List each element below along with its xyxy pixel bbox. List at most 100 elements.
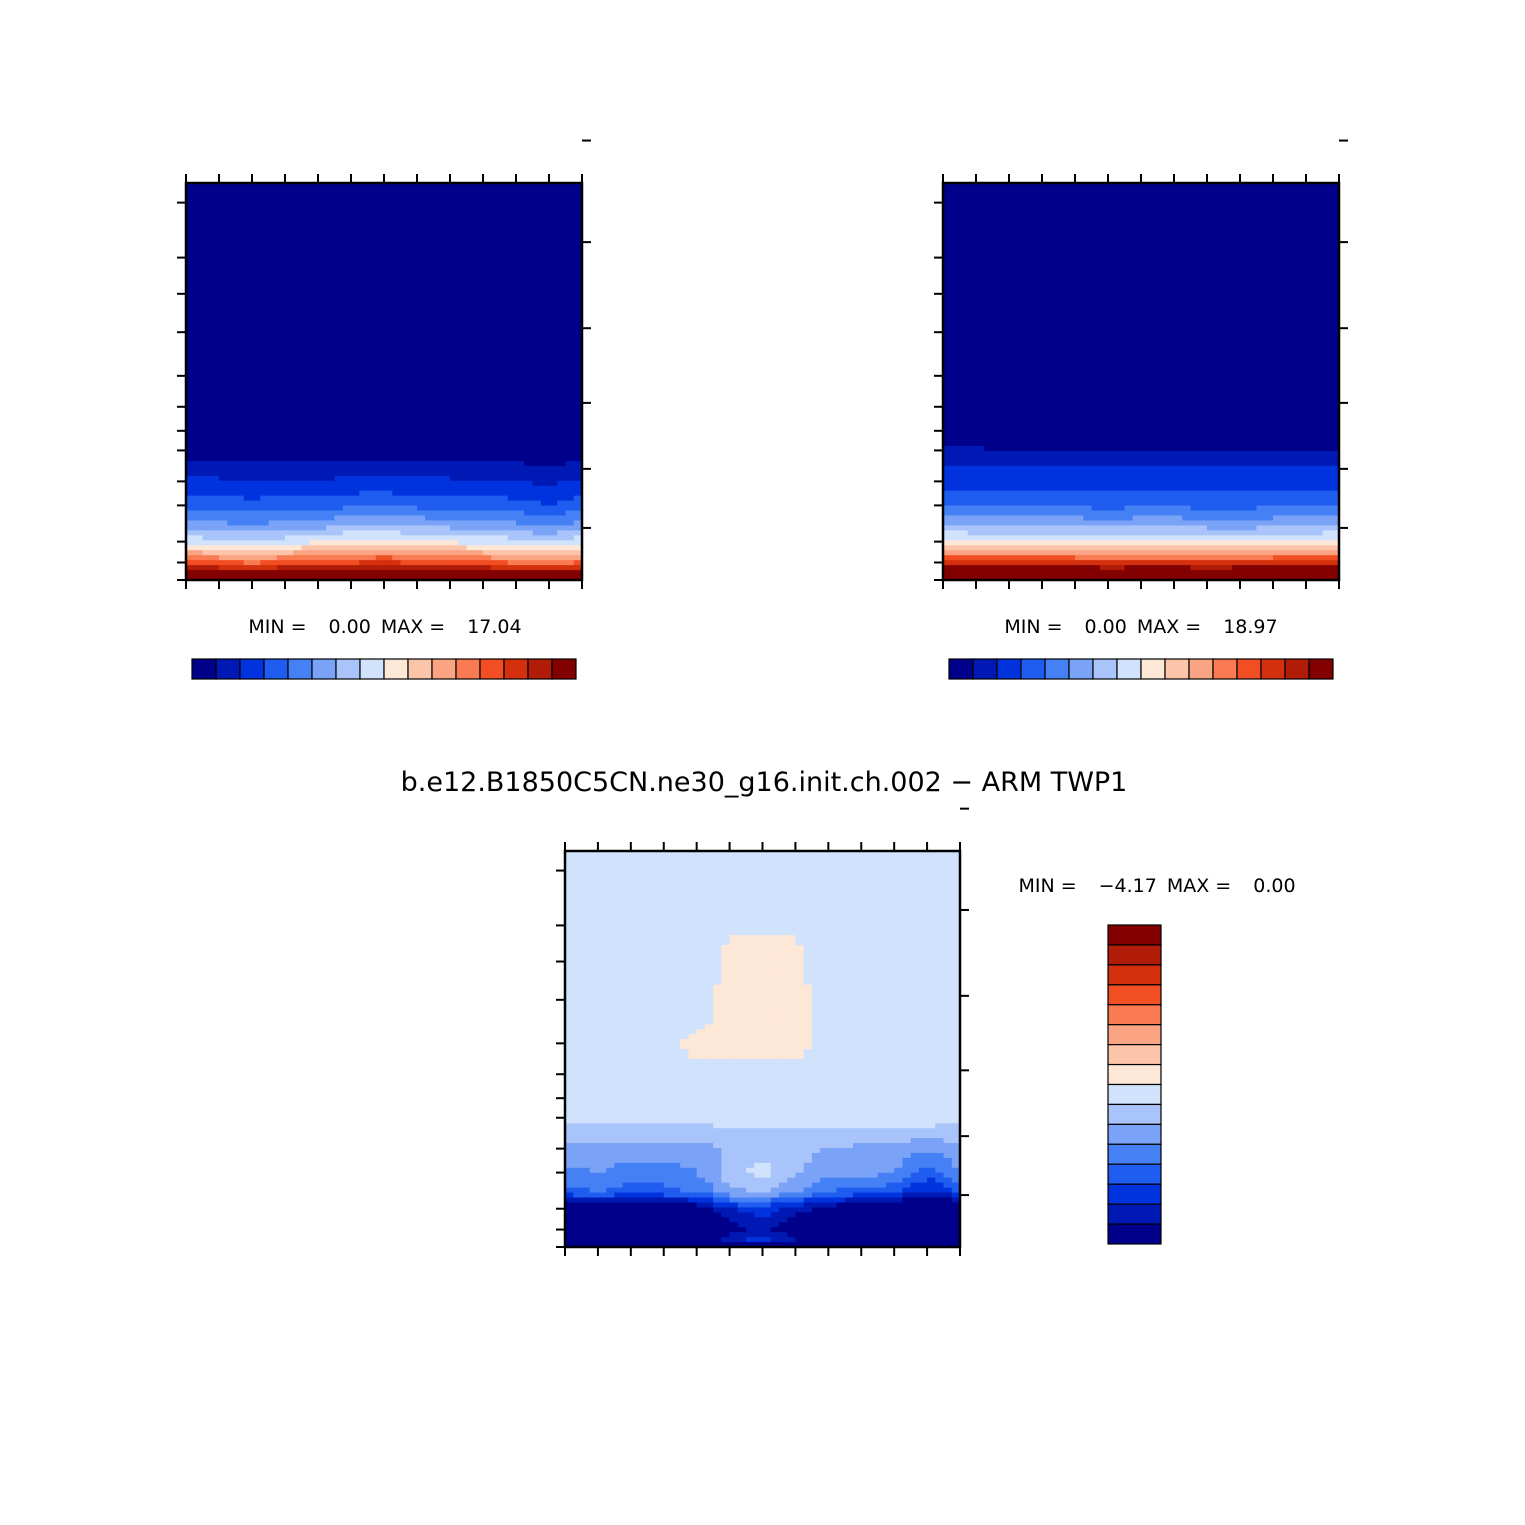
- contour-cell: [227, 446, 237, 452]
- contour-cell: [301, 401, 311, 407]
- contour-cell: [450, 495, 459, 502]
- contour-cell: [194, 331, 204, 338]
- contour-cell: [1182, 262, 1192, 268]
- contour-cell: [375, 227, 385, 234]
- contour-cell: [1322, 222, 1332, 229]
- contour-cell: [1066, 262, 1076, 268]
- contour-cell: [516, 242, 525, 249]
- contour-cell: [318, 575, 327, 581]
- contour-cell: [573, 465, 583, 472]
- contour-cell: [1306, 212, 1315, 219]
- contour-cell: [210, 396, 220, 402]
- contour-cell: [384, 455, 393, 462]
- contour-cell: [540, 282, 550, 288]
- contour-cell: [466, 426, 476, 432]
- contour-cell: [1116, 232, 1126, 239]
- contour-cell: [400, 500, 410, 507]
- contour-cell: [301, 560, 311, 566]
- contour-cell: [309, 237, 319, 244]
- contour-cell: [252, 297, 261, 303]
- contour-cell: [334, 391, 344, 397]
- contour-cell: [565, 431, 575, 437]
- contour-cell: [293, 341, 303, 348]
- contour-cell: [252, 361, 261, 368]
- contour-cell: [1149, 183, 1159, 189]
- contour-cell: [1273, 237, 1282, 244]
- contour-cell: [301, 485, 311, 492]
- contour-cell: [309, 351, 319, 358]
- contour-cell: [243, 197, 253, 204]
- contour-cell: [326, 356, 336, 363]
- contour-cell: [392, 321, 402, 328]
- contour-cell: [474, 450, 484, 457]
- contour-cell: [524, 321, 534, 328]
- contour-cell: [375, 207, 385, 214]
- contour-cell: [540, 341, 550, 348]
- contour-cell: [219, 555, 228, 561]
- contour-cell: [334, 197, 344, 204]
- contour-cell: [326, 212, 336, 219]
- contour-cell: [540, 232, 550, 239]
- contour-cell: [951, 272, 961, 278]
- contour-cell: [433, 192, 443, 199]
- contour-cell: [466, 575, 476, 581]
- contour-cell: [1058, 267, 1068, 273]
- contour-cell: [425, 565, 435, 571]
- contour-cell: [210, 242, 220, 249]
- contour-cell: [334, 500, 344, 507]
- contour-cell: [334, 297, 344, 303]
- contour-cell: [474, 212, 484, 219]
- contour-cell: [976, 197, 985, 204]
- contour-cell: [417, 570, 426, 576]
- contour-cell: [1322, 237, 1332, 244]
- contour-cell: [417, 331, 426, 338]
- contour-cell: [491, 396, 501, 402]
- contour-cell: [252, 237, 261, 244]
- contour-cell: [375, 356, 385, 363]
- contour-cell: [392, 386, 402, 393]
- contour-cell: [441, 227, 451, 234]
- contour-cell: [342, 237, 352, 244]
- contour-cell: [967, 192, 977, 199]
- contour-cell: [194, 396, 204, 402]
- contour-cell: [408, 287, 418, 293]
- contour-cell: [351, 495, 360, 502]
- contour-cell: [1141, 272, 1150, 278]
- contour-cell: [318, 555, 327, 561]
- contour-cell: [342, 183, 352, 189]
- contour-cell: [186, 386, 195, 393]
- contour-cell: [425, 500, 435, 507]
- contour-cell: [417, 297, 426, 303]
- contour-cell: [202, 183, 212, 189]
- contour-cell: [491, 361, 501, 368]
- contour-cell: [268, 416, 278, 422]
- contour-cell: [1273, 257, 1282, 263]
- contour-cell: [532, 485, 542, 492]
- contour-cell: [285, 197, 294, 204]
- contour-cell: [210, 490, 220, 497]
- contour-cell: [1009, 222, 1018, 229]
- contour-cell: [417, 257, 426, 263]
- contour-cell: [507, 297, 517, 303]
- contour-cell: [441, 257, 451, 263]
- contour-cell: [1248, 202, 1258, 209]
- contour-cell: [1273, 242, 1282, 249]
- contour-cell: [976, 257, 985, 263]
- contour-cell: [483, 351, 492, 358]
- contour-cell: [400, 391, 410, 397]
- contour-cell: [466, 555, 476, 561]
- contour-cell: [375, 570, 385, 576]
- contour-cell: [524, 500, 534, 507]
- contour-cell: [202, 326, 212, 333]
- contour-cell: [276, 470, 286, 477]
- contour-cell: [474, 386, 484, 393]
- contour-cell: [499, 282, 509, 288]
- contour-cell: [375, 490, 385, 497]
- contour-cell: [219, 222, 228, 229]
- contour-cell: [243, 237, 253, 244]
- contour-cell: [1042, 207, 1051, 214]
- contour-cell: [243, 242, 253, 249]
- contour-cell: [1297, 192, 1307, 199]
- contour-cell: [334, 565, 344, 571]
- contour-cell: [219, 252, 228, 259]
